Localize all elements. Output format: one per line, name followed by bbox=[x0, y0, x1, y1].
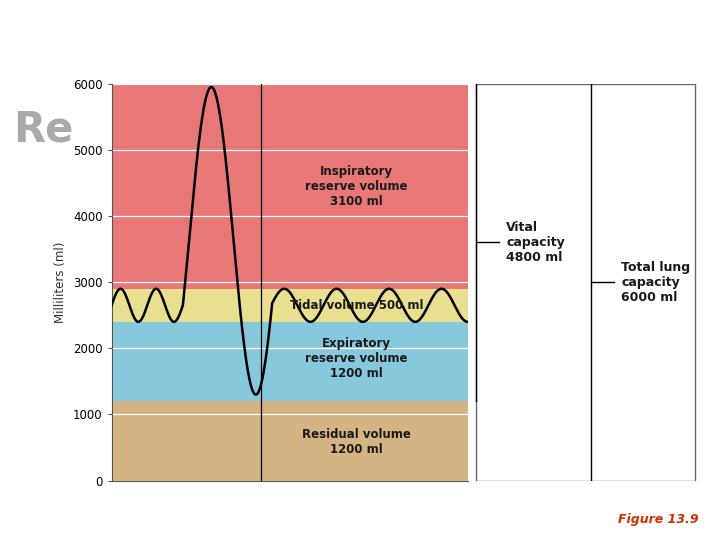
Bar bbox=[112, 84, 468, 289]
Y-axis label: Milliliters (ml): Milliliters (ml) bbox=[55, 241, 68, 323]
Text: Expiratory
reserve volume
1200 ml: Expiratory reserve volume 1200 ml bbox=[305, 337, 408, 380]
Text: Figure 13.9: Figure 13.9 bbox=[618, 514, 698, 526]
Bar bbox=[112, 289, 468, 322]
Text: Residual volume
1200 ml: Residual volume 1200 ml bbox=[302, 428, 411, 456]
Bar bbox=[112, 322, 468, 401]
Bar bbox=[112, 401, 468, 481]
Text: Total lung
capacity
6000 ml: Total lung capacity 6000 ml bbox=[621, 261, 690, 303]
Text: Inspiratory
reserve volume
3100 ml: Inspiratory reserve volume 3100 ml bbox=[305, 165, 408, 208]
Text: Tidal volume 500 ml: Tidal volume 500 ml bbox=[290, 299, 423, 312]
Text: Vital
capacity
4800 ml: Vital capacity 4800 ml bbox=[506, 221, 565, 264]
Text: Re: Re bbox=[13, 108, 73, 150]
